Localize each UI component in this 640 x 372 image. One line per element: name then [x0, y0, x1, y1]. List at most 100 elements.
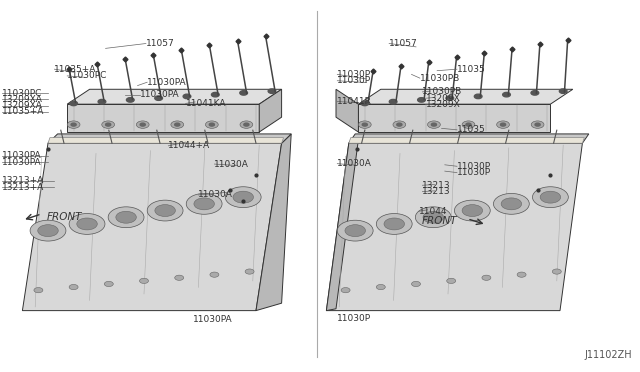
Polygon shape [22, 143, 282, 311]
Circle shape [211, 92, 219, 97]
Circle shape [502, 92, 510, 97]
Text: 11030P: 11030P [337, 314, 371, 323]
Text: 11057: 11057 [389, 39, 418, 48]
Circle shape [428, 121, 440, 128]
Circle shape [183, 94, 191, 99]
Text: 11030PA: 11030PA [193, 315, 233, 324]
Circle shape [30, 220, 66, 241]
Polygon shape [336, 89, 358, 132]
Circle shape [397, 123, 402, 126]
Circle shape [535, 123, 540, 126]
Circle shape [559, 89, 567, 93]
Polygon shape [67, 89, 282, 104]
Polygon shape [48, 138, 284, 143]
Polygon shape [259, 89, 282, 132]
Polygon shape [349, 134, 589, 143]
Text: 13209XA: 13209XA [2, 95, 43, 104]
Circle shape [140, 123, 145, 126]
Circle shape [531, 91, 539, 95]
Circle shape [517, 272, 526, 277]
Text: 13213+A: 13213+A [2, 183, 44, 192]
Circle shape [106, 123, 111, 126]
Text: 13213+A: 13213+A [2, 176, 44, 185]
Text: 13213: 13213 [422, 187, 451, 196]
Circle shape [175, 123, 180, 126]
Text: 11044+A: 11044+A [168, 141, 211, 150]
Text: 11030PA: 11030PA [2, 158, 42, 167]
Text: 11030P: 11030P [337, 76, 371, 85]
Text: 13209X: 13209X [426, 94, 460, 103]
Circle shape [147, 200, 183, 221]
Text: 13209X: 13209X [426, 100, 460, 109]
Circle shape [194, 198, 214, 210]
Circle shape [493, 193, 529, 214]
Text: 13213: 13213 [422, 181, 451, 190]
Circle shape [240, 91, 248, 95]
Circle shape [127, 98, 134, 102]
Circle shape [104, 281, 113, 286]
Text: 11035: 11035 [457, 125, 486, 134]
Circle shape [393, 121, 406, 128]
Text: 11035+A: 11035+A [2, 108, 44, 116]
Circle shape [244, 123, 249, 126]
Circle shape [337, 220, 373, 241]
Circle shape [500, 123, 506, 126]
Circle shape [362, 123, 367, 126]
Polygon shape [349, 138, 584, 143]
Circle shape [501, 198, 522, 210]
Circle shape [532, 187, 568, 208]
Text: 11041KA: 11041KA [186, 99, 226, 108]
Circle shape [102, 121, 115, 128]
Polygon shape [358, 89, 573, 104]
Text: 11030P: 11030P [457, 162, 491, 171]
Circle shape [446, 96, 454, 100]
Circle shape [69, 214, 105, 234]
Circle shape [108, 207, 144, 228]
Circle shape [412, 281, 420, 286]
Text: 11057: 11057 [146, 39, 175, 48]
Text: 11035+A: 11035+A [54, 65, 97, 74]
Circle shape [361, 101, 369, 106]
Circle shape [116, 211, 136, 223]
Circle shape [210, 272, 219, 277]
Text: 11030A: 11030A [214, 160, 249, 169]
Text: FRONT: FRONT [422, 216, 458, 226]
Text: 11030PA: 11030PA [2, 151, 42, 160]
Circle shape [225, 187, 261, 208]
Text: 11030A: 11030A [337, 159, 372, 168]
Circle shape [376, 285, 385, 290]
Circle shape [171, 121, 184, 128]
Circle shape [358, 121, 371, 128]
Circle shape [345, 225, 365, 237]
Polygon shape [48, 134, 291, 143]
Circle shape [482, 275, 491, 280]
Text: 11030PC: 11030PC [67, 71, 108, 80]
Polygon shape [358, 104, 550, 132]
Polygon shape [67, 104, 259, 132]
Circle shape [71, 123, 76, 126]
Circle shape [175, 275, 184, 280]
Circle shape [389, 99, 397, 104]
Text: 11035: 11035 [457, 65, 486, 74]
Text: J11102ZH: J11102ZH [585, 350, 632, 360]
Circle shape [205, 121, 218, 128]
Circle shape [531, 121, 544, 128]
Circle shape [466, 123, 471, 126]
Text: 11030P: 11030P [457, 168, 491, 177]
Circle shape [70, 101, 77, 106]
Circle shape [67, 121, 80, 128]
Circle shape [34, 288, 43, 293]
Text: 11030A: 11030A [198, 190, 233, 199]
Circle shape [98, 99, 106, 104]
Text: 11041R: 11041R [337, 97, 372, 106]
Circle shape [136, 121, 149, 128]
Circle shape [245, 269, 254, 274]
Text: FRONT: FRONT [47, 212, 82, 221]
Circle shape [209, 123, 214, 126]
Text: 11030P: 11030P [337, 70, 371, 79]
Polygon shape [326, 140, 358, 311]
Circle shape [540, 191, 561, 203]
Polygon shape [256, 134, 291, 311]
Text: 11030PA: 11030PA [147, 78, 187, 87]
Text: 11030PB: 11030PB [420, 74, 460, 83]
